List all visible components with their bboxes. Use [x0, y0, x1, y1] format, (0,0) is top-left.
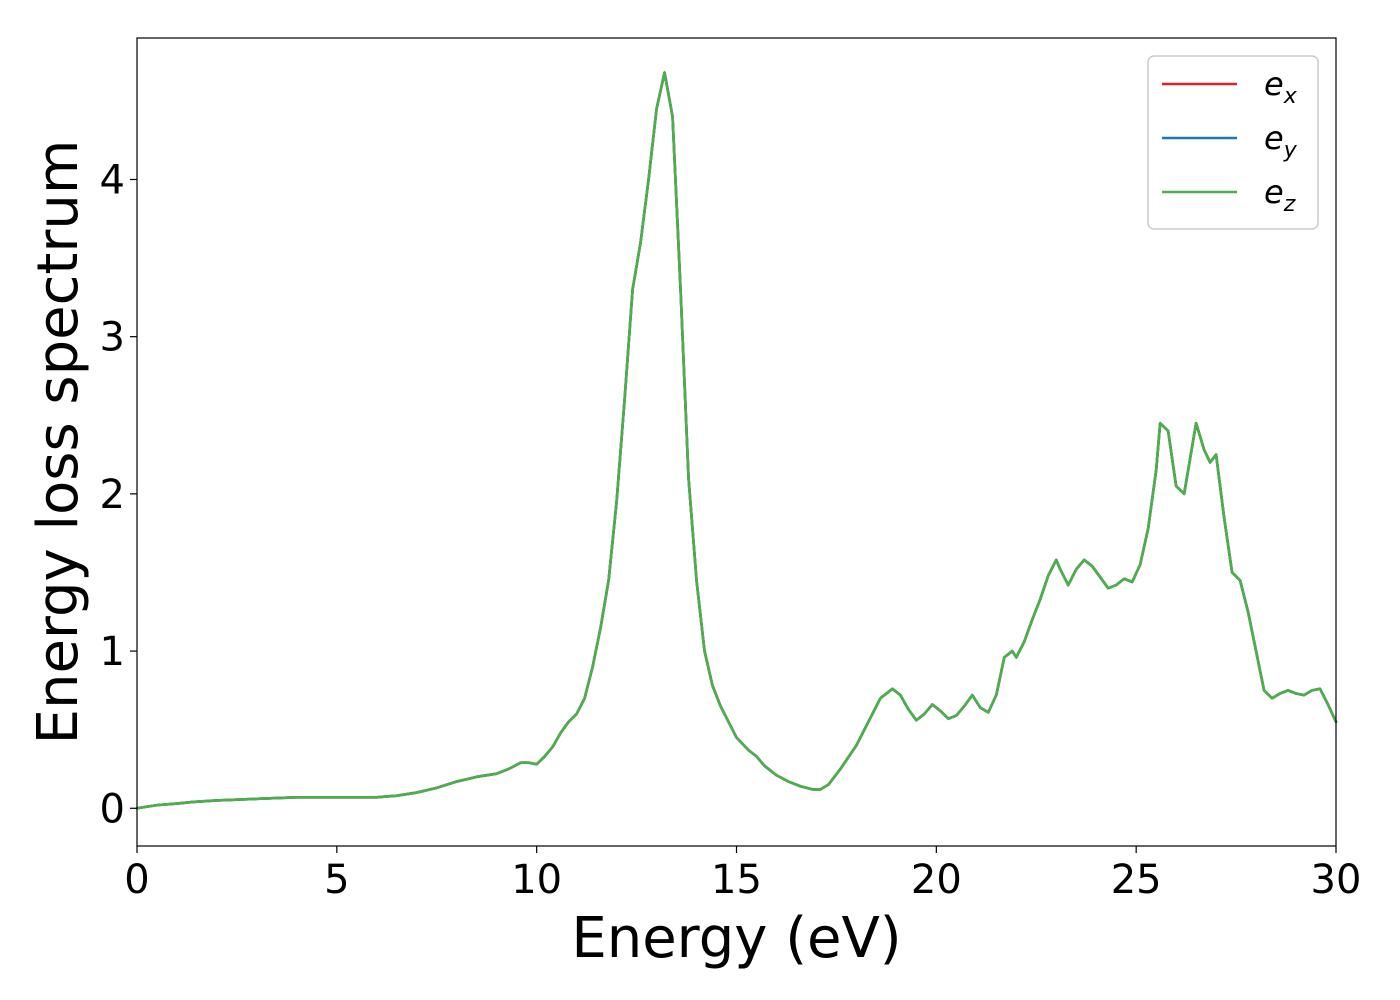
x-tick-label: 5 [324, 857, 349, 903]
y-tick-label: 4 [100, 157, 125, 203]
legend-label-x: ex [1264, 65, 1298, 109]
x-tick-label: 30 [1311, 857, 1362, 903]
y-tick-label: 0 [100, 786, 125, 832]
x-tick-label: 15 [711, 857, 762, 903]
x-tick-label: 0 [124, 857, 149, 903]
plot-area [137, 38, 1336, 846]
y-tick-label: 2 [100, 472, 125, 518]
y-tick-label: 3 [100, 315, 125, 361]
legend-box [1147, 55, 1319, 230]
y-axis-label: Energy loss spectrum [26, 140, 91, 745]
y-axis: 0 1 2 3 4 [100, 157, 137, 832]
x-tick-label: 10 [511, 857, 562, 903]
legend-label-z: ez [1264, 173, 1296, 217]
series-line-e-z [135, 71, 1338, 810]
y-tick-label: 1 [100, 629, 125, 675]
x-axis: 0 5 10 15 20 25 30 [124, 846, 1361, 903]
x-tick-label: 20 [911, 857, 962, 903]
series-layer [135, 71, 1338, 810]
legend: ex ey ez [1147, 55, 1319, 230]
x-axis-label: Energy (eV) [571, 906, 901, 971]
x-tick-label: 25 [1111, 857, 1162, 903]
legend-label-y: ey [1264, 119, 1298, 163]
